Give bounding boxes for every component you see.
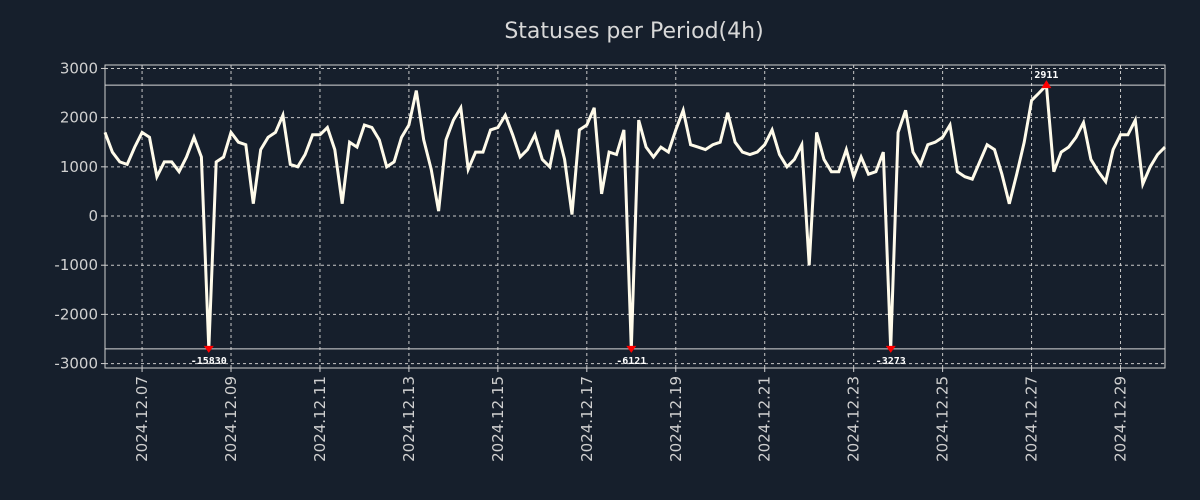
clip-lines (105, 84, 1165, 350)
max-marker (1041, 80, 1052, 89)
x-tick-label: 2024.12.11 (311, 376, 329, 462)
min-marker (885, 345, 896, 353)
x-tick-label: 2024.12.21 (756, 376, 774, 462)
min-marker (203, 345, 214, 353)
x-tick-label: 2024.12.29 (1112, 376, 1130, 462)
x-tick-label: 2024.12.19 (667, 376, 685, 462)
x-tick-label: 2024.12.15 (489, 376, 507, 462)
x-tick-label: 2024.12.09 (222, 376, 240, 462)
x-axis: 2024.12.07 2024.12.09 2024.12.11 2024.12.13… (133, 368, 1130, 462)
y-tick-label: 2000 (60, 109, 98, 127)
min-label: -15830 (191, 356, 227, 367)
max-label: 2911 (1034, 70, 1058, 81)
y-tick-label: 3000 (60, 59, 98, 77)
min-label: -3273 (876, 356, 906, 367)
min-label: -6121 (616, 356, 646, 367)
y-tick-label: -1000 (54, 256, 98, 274)
chart-title: Statuses per Period(4h) (504, 19, 763, 44)
y-tick-label: -3000 (54, 355, 98, 373)
x-tick-label: 2024.12.07 (133, 376, 151, 462)
x-tick-label: 2024.12.17 (578, 376, 596, 462)
y-tick-label: 0 (88, 207, 98, 225)
x-tick-label: 2024.12.23 (845, 376, 863, 462)
x-tick-label: 2024.12.13 (400, 376, 418, 462)
min-marker (626, 345, 637, 353)
x-tick-label: 2024.12.27 (1023, 376, 1041, 462)
x-tick-label: 2024.12.25 (934, 376, 952, 462)
series-line (103, 81, 1167, 349)
y-tick-label: 1000 (60, 158, 98, 176)
y-axis: 3000 2000 1000 0 -1000 -2000 -3000 (54, 59, 105, 373)
y-tick-label: -2000 (54, 305, 98, 323)
annotations: -15830 -6121 -3273 2911 (191, 70, 1059, 367)
